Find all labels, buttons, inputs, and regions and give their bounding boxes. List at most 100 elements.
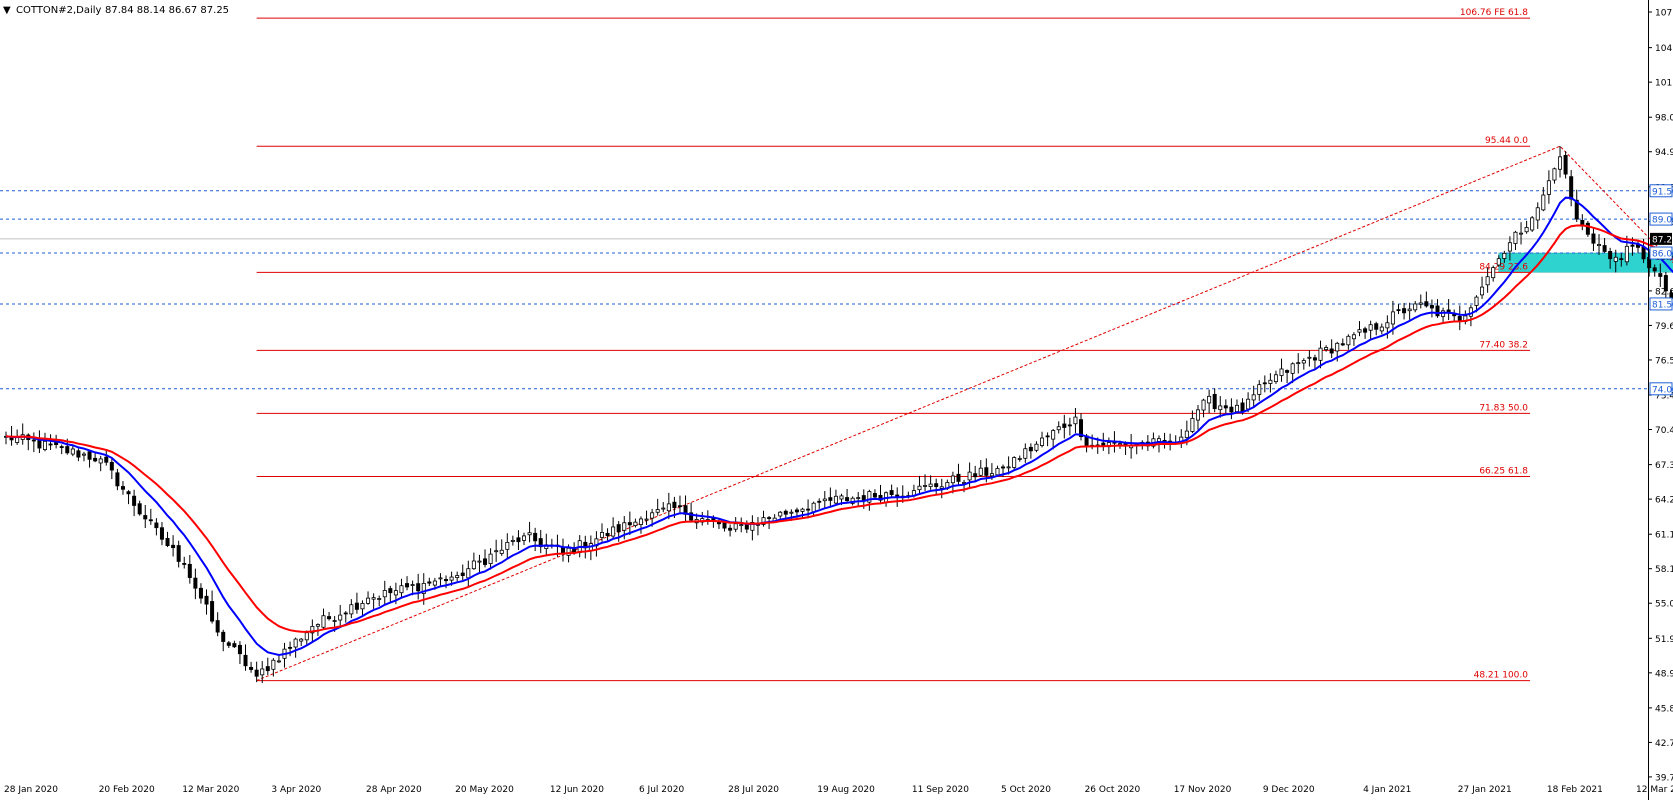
- candle: [1507, 236, 1512, 261]
- candle-body: [321, 615, 326, 628]
- candle-body: [1530, 217, 1535, 231]
- candle-body: [1335, 342, 1340, 352]
- candle-body: [87, 451, 92, 460]
- candle-body: [494, 550, 499, 553]
- candle: [260, 661, 265, 684]
- candle: [221, 629, 226, 652]
- candle-body: [878, 494, 883, 501]
- candle-body: [1273, 374, 1278, 383]
- candle-body: [917, 485, 922, 491]
- candle: [165, 531, 170, 548]
- candle-body: [171, 544, 176, 549]
- candle-body: [1602, 245, 1607, 252]
- price-tick-label: 48.90: [1655, 669, 1673, 679]
- candle-body: [1563, 155, 1568, 175]
- candle-body: [460, 572, 465, 576]
- candle: [210, 590, 215, 624]
- candle: [1012, 456, 1017, 470]
- candle-body: [198, 587, 203, 599]
- candle-body: [360, 602, 365, 610]
- candle: [132, 489, 137, 517]
- candle-body: [666, 503, 671, 512]
- candle-body: [1541, 194, 1546, 211]
- candle-body: [627, 522, 632, 526]
- candle: [104, 449, 109, 466]
- candle: [70, 445, 75, 457]
- candle-body: [1056, 426, 1061, 431]
- candle-body: [516, 537, 521, 543]
- candle: [1290, 362, 1295, 384]
- candle-body: [1402, 308, 1407, 314]
- candle: [1279, 358, 1284, 382]
- candle-body: [98, 458, 103, 464]
- candle: [198, 583, 203, 604]
- candle: [817, 498, 822, 509]
- candle-body: [923, 485, 928, 487]
- candle: [115, 468, 120, 491]
- time-tick-label: 28 Jul 2020: [728, 785, 779, 795]
- candle-body: [1524, 227, 1529, 233]
- candle-body: [1279, 368, 1284, 376]
- candle-body: [800, 508, 805, 512]
- candle: [1340, 338, 1345, 347]
- chart-header: ▼ COTTON#2,Daily 87.84 88.14 86.67 87.25: [3, 5, 229, 16]
- candle: [354, 592, 359, 614]
- candle: [655, 498, 660, 516]
- candle-body: [1234, 404, 1239, 413]
- candle: [1307, 350, 1312, 367]
- candle: [1652, 264, 1657, 277]
- candle-body: [416, 583, 421, 592]
- candle-body: [299, 638, 304, 642]
- candle: [611, 517, 616, 539]
- candle-body: [1351, 334, 1356, 340]
- ohlc-values: 87.84 88.14 86.67 87.25: [105, 5, 229, 16]
- candle-body: [254, 669, 259, 677]
- symbol-timeframe: COTTON#2,Daily: [16, 5, 102, 16]
- candle: [187, 555, 192, 584]
- price-tick-label: 70.40: [1655, 426, 1673, 436]
- candle: [366, 591, 371, 605]
- horizontal-levels: [0, 190, 1648, 390]
- candle-body: [76, 450, 81, 458]
- fibonacci-trendline: [256, 145, 1673, 682]
- candle-body: [856, 497, 861, 499]
- candle: [1195, 404, 1200, 430]
- candle-body: [1558, 156, 1563, 170]
- candle: [533, 527, 538, 552]
- candle: [1079, 413, 1084, 441]
- candle-body: [1480, 286, 1485, 296]
- fibonacci-levels: 106.76 FE 61.8 95.44 0.0 84.29 23.6 77.40 3…: [256, 8, 1530, 682]
- candle-body: [1552, 168, 1557, 181]
- candle-body: [382, 590, 387, 598]
- time-tick-label: 26 Oct 2020: [1085, 785, 1141, 795]
- level-tag: [1649, 184, 1673, 198]
- candle: [1563, 151, 1568, 179]
- candle-body: [449, 576, 454, 581]
- candle-body: [1424, 301, 1429, 307]
- candle-body: [1630, 244, 1635, 247]
- candle-body: [154, 522, 159, 529]
- candle: [1480, 276, 1485, 299]
- level-tag-label: 74.00: [1652, 385, 1673, 395]
- candle: [605, 528, 610, 541]
- candle-body: [1201, 399, 1206, 411]
- candle-body: [288, 646, 293, 649]
- candle-body: [93, 457, 98, 462]
- price-tick-label: 94.95: [1655, 148, 1673, 158]
- candle-body: [393, 590, 398, 596]
- collapse-arrow-icon[interactable]: ▼: [3, 5, 11, 16]
- candle: [917, 475, 922, 494]
- candle: [243, 644, 248, 671]
- fib-trend-line: [256, 145, 1673, 682]
- candle-body: [638, 518, 643, 525]
- candle: [1624, 235, 1629, 266]
- price-tick-label: 82.65: [1655, 287, 1673, 297]
- candle-body: [193, 577, 198, 589]
- level-tag: [1649, 382, 1673, 396]
- candle-body: [1079, 419, 1084, 437]
- candle-body: [1613, 256, 1618, 262]
- candle: [249, 661, 254, 673]
- candle: [934, 478, 939, 495]
- candle-body: [644, 518, 649, 521]
